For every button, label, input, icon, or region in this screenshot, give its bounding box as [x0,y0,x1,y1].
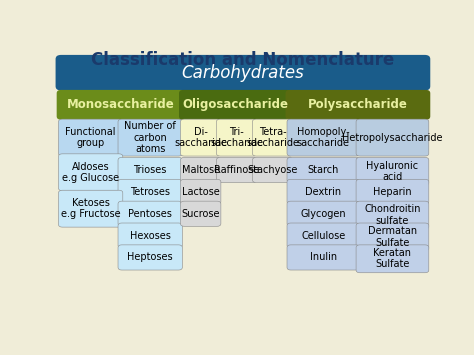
FancyBboxPatch shape [179,90,292,120]
FancyBboxPatch shape [118,245,182,270]
Text: Maltose: Maltose [182,165,220,175]
FancyBboxPatch shape [356,223,429,251]
FancyBboxPatch shape [58,190,123,227]
FancyBboxPatch shape [118,119,182,156]
Text: Dextrin: Dextrin [305,187,341,197]
FancyBboxPatch shape [55,55,430,91]
Text: Tetra-
saccharide: Tetra- saccharide [246,127,299,148]
FancyBboxPatch shape [217,157,257,182]
FancyBboxPatch shape [181,119,221,156]
Text: Heparin: Heparin [373,187,412,197]
FancyBboxPatch shape [181,201,221,226]
FancyBboxPatch shape [181,157,221,182]
FancyBboxPatch shape [356,119,429,156]
Text: Cellulose: Cellulose [301,231,346,241]
FancyBboxPatch shape [287,179,360,204]
Text: Lactose: Lactose [182,187,219,197]
Text: Carbohydrates: Carbohydrates [182,64,304,82]
FancyBboxPatch shape [118,179,182,204]
Text: Oligosaccharide: Oligosaccharide [182,98,288,111]
Text: Monosaccharide: Monosaccharide [67,98,174,111]
Text: Stachyose: Stachyose [247,165,298,175]
FancyBboxPatch shape [58,154,123,191]
FancyBboxPatch shape [57,90,185,120]
FancyBboxPatch shape [356,245,429,273]
Text: Ketoses
e.g Fructose: Ketoses e.g Fructose [61,198,120,219]
Text: Inulin: Inulin [310,252,337,262]
FancyBboxPatch shape [356,201,429,229]
FancyBboxPatch shape [217,119,257,156]
Text: Heptoses: Heptoses [128,252,173,262]
FancyBboxPatch shape [356,179,429,204]
Text: Chondroitin
sulfate: Chondroitin sulfate [364,204,421,226]
FancyBboxPatch shape [253,119,293,156]
FancyBboxPatch shape [285,90,430,120]
FancyBboxPatch shape [287,201,360,226]
FancyBboxPatch shape [287,119,360,156]
FancyBboxPatch shape [287,157,360,182]
Text: Classification and Nomenclature: Classification and Nomenclature [91,51,394,69]
Text: Sucrose: Sucrose [182,209,220,219]
FancyBboxPatch shape [118,201,182,226]
Text: Di-
saccharide: Di- saccharide [174,127,227,148]
Text: Number of
carbon
atoms: Number of carbon atoms [124,121,176,154]
Text: Dermatan
Sulfate: Dermatan Sulfate [368,226,417,247]
FancyBboxPatch shape [118,223,182,248]
FancyBboxPatch shape [181,179,221,204]
Text: Hetropolysaccharide: Hetropolysaccharide [342,132,443,143]
Text: Starch: Starch [308,165,339,175]
Text: Polysaccharide: Polysaccharide [308,98,408,111]
FancyBboxPatch shape [287,245,360,270]
Text: Keratan
Sulfate: Keratan Sulfate [374,248,411,269]
Text: Trioses: Trioses [134,165,167,175]
Text: Hyaluronic
acid: Hyaluronic acid [366,161,419,182]
Text: Pentoses: Pentoses [128,209,172,219]
Text: Hexoses: Hexoses [130,231,171,241]
FancyBboxPatch shape [118,157,182,182]
FancyBboxPatch shape [253,157,293,182]
Text: Raffinose: Raffinose [214,165,259,175]
Text: Tetroses: Tetroses [130,187,170,197]
Text: Functional
group: Functional group [65,127,116,148]
Text: Aldoses
e.g Glucose: Aldoses e.g Glucose [62,162,119,183]
FancyBboxPatch shape [356,157,429,185]
FancyBboxPatch shape [287,223,360,248]
Text: Homopoly-
saccharide: Homopoly- saccharide [297,127,350,148]
Text: Glycogen: Glycogen [301,209,346,219]
Text: Tri-
saccharide: Tri- saccharide [210,127,263,148]
FancyBboxPatch shape [58,119,123,156]
